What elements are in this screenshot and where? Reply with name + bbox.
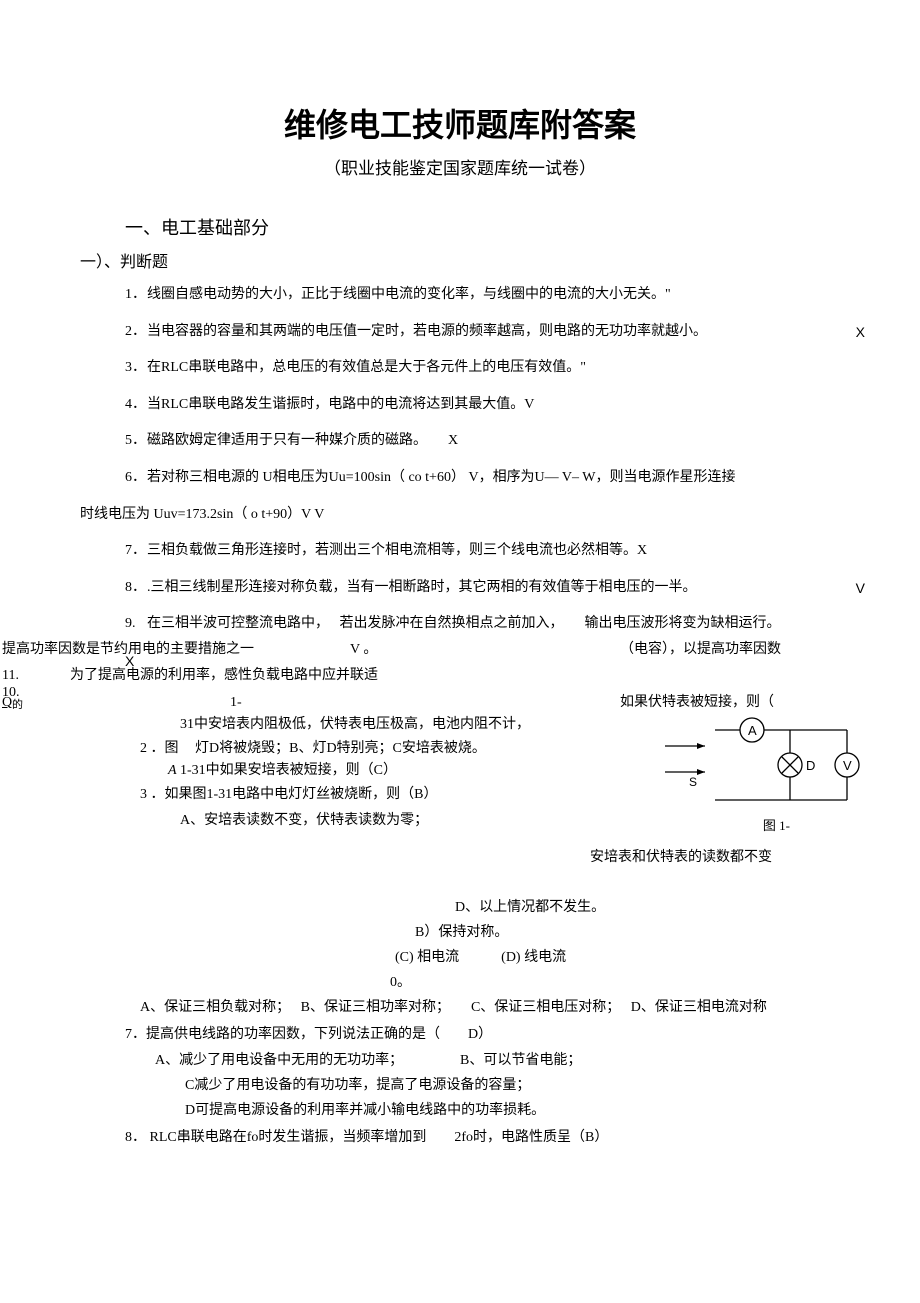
- q-text: 若对称三相电源的 U相电压为Uu=100sin（ co t+60） V，相序为U…: [147, 470, 736, 485]
- q9: 9.在三相半波可控整流电路中， 若出发脉冲在自然换相点之前加入， 输出电压波形将…: [125, 611, 920, 638]
- q-text: 磁路欧姆定律适用于只有一种媒介质的磁路。 X: [147, 433, 458, 448]
- q-text: 当RLC串联电路发生谐振时，电路中的电流将达到其最大值。V: [147, 397, 534, 412]
- q-num: 7．: [125, 538, 147, 565]
- circuit-diagram: S A D V: [655, 710, 865, 830]
- label-d: D: [806, 758, 815, 773]
- q-num: 8．: [125, 1130, 146, 1145]
- num11: 11.: [2, 663, 19, 690]
- q3opt: A、安培表读数不变，伏特表读数为零；: [180, 808, 428, 835]
- unchanged: 安培表和伏特表的读数都不变: [590, 845, 772, 872]
- line10c: （电容），以提高功率因数: [620, 637, 781, 664]
- q4: 4．当RLC串联电路发生谐振时，电路中的电流将达到其最大值。V: [125, 392, 920, 419]
- q-text: 提高供电线路的功率因数，下列说法正确的是（ D）: [146, 1027, 492, 1042]
- q-num: 6．: [125, 465, 147, 492]
- q7b-opt: B、可以节省电能；: [460, 1048, 581, 1075]
- label-s: S: [689, 775, 697, 789]
- subtitle: （职业技能鉴定国家题库统一试卷）: [0, 154, 920, 179]
- line31: 31中安培表内阻极低，伏特表电压极高，电池内阻不计，: [180, 712, 530, 739]
- q-num: 8．: [125, 575, 147, 602]
- q-text: 线圈自感电动势的大小，正比于线圈中电流的变化率，与线圈中的电流的大小无关。": [147, 287, 671, 302]
- line10a: 提高功率因数是节约用电的主要措施之一: [2, 637, 254, 664]
- q6: 6．若对称三相电源的 U相电压为Uu=100sin（ co t+60） V，相序…: [125, 465, 920, 492]
- q2: 2．当电容器的容量和其两端的电压值一定时，若电源的频率越高，则电路的无功功率就越…: [125, 319, 920, 346]
- q-text: 在三相半波可控整流电路中， 若出发脉冲在自然换相点之前加入， 输出电压波形将变为…: [147, 616, 781, 631]
- q7d: D可提高电源设备的利用率并减小输电线路中的功率损耗。: [185, 1098, 545, 1125]
- subsection-header: 一）、判断题: [80, 248, 920, 272]
- q7a: A、减少了用电设备中无用的无功功率；: [155, 1048, 403, 1075]
- optD: D、以上情况都不发生。: [455, 895, 605, 922]
- q5: 5．磁路欧姆定律适用于只有一种媒介质的磁路。 X: [125, 428, 920, 455]
- q-num: 5．: [125, 428, 147, 455]
- q1: 1．线圈自感电动势的大小，正比于线圈中电流的变化率，与线圈中的电流的大小无关。": [125, 282, 920, 309]
- q7c: C减少了用电设备的有功功率，提高了电源设备的容量；: [185, 1073, 530, 1100]
- q3: 3．在RLC串联电路中，总电压的有效值总是大于各元件上的电压有效值。": [125, 355, 920, 382]
- mark: X: [856, 319, 865, 346]
- q-num: 9.: [125, 611, 147, 638]
- q2b-sub: A: [168, 758, 177, 785]
- q7: 7．三相负载做三角形连接时，若测出三个相电流相等，则三个线电流也必然相等。X: [125, 538, 920, 565]
- q8b: 8． RLC串联电路在fo时发生谐振，当频率增加到 2fo时，电路性质呈（B）: [125, 1125, 608, 1152]
- q-text: 当电容器的容量和其两端的电压值一定时，若电源的频率越高，则电路的无功功率就越小。: [147, 324, 707, 339]
- q6-cont: 时线电压为 Uuv=173.2sin（ o t+90）V V: [80, 502, 920, 529]
- fig-caption: 图 1-: [763, 815, 790, 834]
- q-num: 7．: [125, 1027, 146, 1042]
- label-a: A: [748, 723, 757, 738]
- q-num: 3．: [125, 355, 147, 382]
- q-num: 1．: [125, 282, 147, 309]
- q-num: 4．: [125, 392, 147, 419]
- q-text: RLC串联电路在fo时发生谐振，当频率增加到 2fo时，电路性质呈（B）: [146, 1130, 608, 1145]
- line10b: V 。: [350, 637, 377, 664]
- q7b: 7．提高供电线路的功率因数，下列说法正确的是（ D）: [125, 1022, 492, 1049]
- lineQsub: 的: [12, 695, 23, 716]
- q-text: 在RLC串联电路中，总电压的有效值总是大于各元件上的电压有效值。": [147, 360, 586, 375]
- zero: 0。: [390, 970, 411, 997]
- optCD: (C) 相电流 (D) 线电流: [395, 945, 566, 972]
- section-header: 一、电工基础部分: [125, 214, 920, 240]
- q6opts: A、保证三相负载对称； B、保证三相功率对称； C、保证三相电压对称； D、保证…: [140, 995, 767, 1022]
- lineQ: Q: [2, 690, 12, 717]
- page-title: 维修电工技师题库附答案: [0, 100, 920, 146]
- q2b-text2: 1-31中如果安培表被短接，则（C）: [180, 758, 397, 785]
- q-num: 3 ．: [140, 787, 165, 802]
- q-num: 2．: [125, 319, 147, 346]
- mark: V: [856, 575, 865, 602]
- q-text: 如果图1-31电路中电灯灯丝被烧断，则（B）: [165, 787, 438, 802]
- label-v: V: [843, 758, 852, 773]
- line11: 为了提高电源的利用率，感性负载电路中应并联适: [70, 663, 378, 690]
- q3b: 3 ．如果图1-31电路中电灯灯丝被烧断，则（B）: [140, 782, 438, 809]
- q8: 8．.三相三线制星形连接对称负载，当有一相断路时，其它两相的有效值等于相电压的一…: [125, 575, 920, 602]
- q-text: 三相负载做三角形连接时，若测出三个相电流相等，则三个线电流也必然相等。X: [147, 543, 647, 558]
- optB: B）保持对称。: [415, 920, 508, 947]
- q-text: .三相三线制星形连接对称负载，当有一相断路时，其它两相的有效值等于相电压的一半。: [147, 580, 697, 595]
